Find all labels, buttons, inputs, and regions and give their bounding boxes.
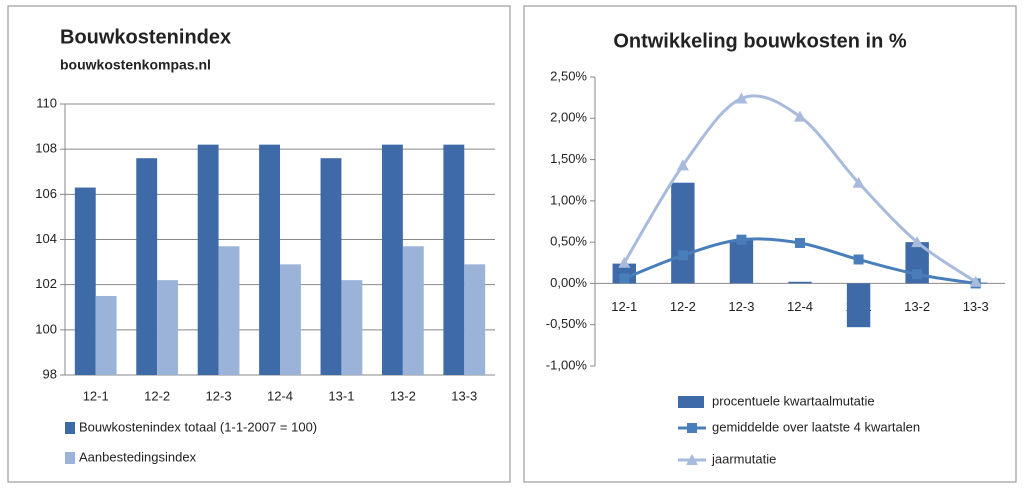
line-marker [687, 423, 697, 433]
x-tick-label: 12-1 [83, 388, 109, 403]
x-tick-label: 12-4 [267, 388, 293, 403]
y-tick-label: 108 [35, 141, 57, 156]
bar [218, 246, 240, 375]
bar [671, 182, 695, 284]
legend-swatch [678, 396, 704, 408]
y-tick-label: 0,00% [550, 275, 587, 290]
bar [157, 280, 179, 375]
bar [280, 264, 301, 375]
bar [402, 246, 424, 375]
x-tick-label: 13-3 [451, 388, 477, 403]
x-tick-label: 12-3 [206, 388, 232, 403]
line-marker [619, 273, 630, 284]
line-marker [912, 269, 923, 280]
legend-label: procentuele kwartaalmutatie [712, 393, 875, 408]
bar [846, 283, 871, 328]
line-marker [794, 110, 806, 122]
y-tick-label: 110 [36, 95, 57, 110]
x-tick-label: 13-3 [963, 299, 989, 314]
legend-swatch [65, 422, 75, 434]
legend-label: gemiddelde over laatste 4 kwartalen [712, 419, 920, 434]
line-marker [795, 237, 805, 248]
line-marker [735, 92, 748, 104]
y-tick-label: 0,50% [550, 234, 587, 249]
y-tick-label: 2,00% [550, 110, 587, 125]
y-tick-label: 98 [43, 366, 57, 381]
bar [341, 280, 363, 375]
bar [381, 144, 403, 375]
bar [197, 144, 219, 375]
legend-label: jaarmutatie [711, 451, 776, 466]
x-tick-label: 12-2 [144, 388, 170, 403]
y-tick-label: 104 [35, 231, 57, 246]
bar [320, 158, 342, 375]
bar [729, 240, 754, 284]
line-marker [911, 236, 924, 248]
chart-title: Ontwikkeling bouwkosten in % [613, 30, 907, 52]
line-marker [676, 159, 689, 171]
x-tick-label: 12-3 [728, 299, 754, 314]
line-marker [853, 254, 864, 265]
y-tick-label: 1,50% [550, 151, 587, 166]
legend-label: Bouwkostenindex totaal (1-1-2007 = 100) [79, 419, 317, 434]
y-tick-label: 1,00% [550, 192, 587, 207]
line-marker [852, 176, 865, 188]
y-tick-label: -0,50% [546, 316, 588, 331]
y-tick-label: 100 [35, 321, 57, 336]
line-marker [677, 250, 688, 261]
bar [136, 158, 158, 375]
legend-label: Aanbestedingsindex [79, 449, 197, 464]
line-marker [686, 454, 698, 465]
bar [788, 281, 812, 284]
bar [95, 295, 117, 375]
y-tick-label: 102 [35, 276, 57, 291]
x-tick-label: 13-2 [904, 299, 930, 314]
chart-title: Bouwkostenindex [60, 26, 231, 48]
line-marker [618, 256, 631, 268]
panel-right [523, 5, 1017, 483]
x-tick-label: 13-2 [390, 388, 416, 403]
x-tick-label: 12-1 [611, 299, 637, 314]
bar [74, 187, 96, 375]
bar [443, 144, 465, 375]
line-marker [736, 234, 747, 245]
y-tick-label: 2,50% [550, 68, 587, 83]
line-marker [969, 275, 982, 287]
y-tick-label: -1,00% [546, 357, 588, 372]
bar [259, 144, 280, 375]
x-tick-label: 12-2 [670, 299, 696, 314]
legend-swatch [65, 452, 75, 464]
x-tick-label: 13-1 [328, 388, 354, 403]
chart-subtitle: bouwkostenkompas.nl [60, 57, 211, 73]
bar [464, 264, 486, 375]
y-tick-label: 106 [35, 186, 57, 201]
x-tick-label: 12-4 [787, 299, 813, 314]
panel-left [7, 5, 511, 483]
